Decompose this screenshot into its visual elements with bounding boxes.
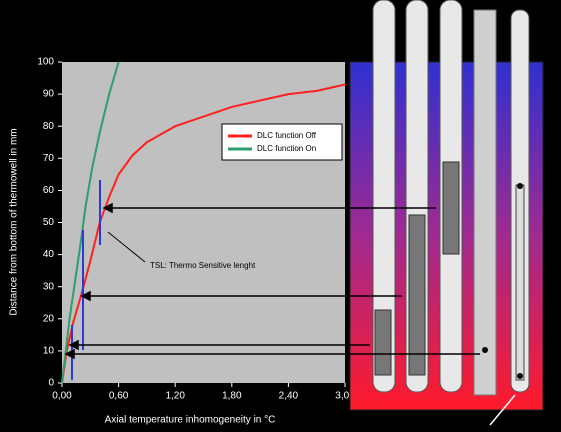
powder-probe (474, 10, 496, 395)
x-tick-label: 1,80 (222, 391, 242, 402)
legend: DLC function Off DLC function On (222, 124, 342, 160)
x-tick-label: 1,20 (165, 391, 185, 402)
x-tick-label: 0,60 (109, 391, 129, 402)
wire (516, 185, 524, 380)
chart: 0 10 20 30 40 50 60 70 80 90 100 0,00 0,60 1,20 1,80 2,… (0, 0, 561, 432)
y-tick-label: 60 (43, 185, 55, 196)
page: 0 10 20 30 40 50 60 70 80 90 100 0,00 0,60 1,20 1,80 2,… (0, 0, 561, 432)
x-axis-label: Axial temperature inhomogeneity in °C (105, 415, 276, 426)
annotation: TSL: Thermo Sensitive lenght (150, 261, 256, 270)
x-tick-label: 0,00 (52, 391, 72, 402)
y-tick-label: 50 (43, 217, 55, 228)
junction (517, 373, 523, 379)
y-tick-label: 80 (43, 121, 55, 132)
y-tick-label: 100 (37, 57, 54, 68)
legend-label: DLC function On (257, 144, 316, 153)
legend-box (222, 124, 342, 160)
y-tick-label: 70 (43, 153, 55, 164)
y-tick-label: 10 (43, 346, 55, 357)
diagram (350, 0, 543, 425)
junction (482, 347, 488, 353)
y-tick-label: 90 (43, 89, 55, 100)
sensor (443, 162, 459, 254)
y-axis-label: Distance from bottom of thermowell in mm (9, 128, 20, 315)
y-tick-label: 0 (48, 378, 54, 389)
sensor (375, 310, 391, 375)
junction (517, 183, 523, 189)
y-tick-label: 40 (43, 249, 55, 260)
y-tick-label: 20 (43, 313, 55, 324)
y-tick-label: 30 (43, 281, 55, 292)
sensor (409, 215, 425, 375)
legend-label: DLC function Off (257, 131, 317, 140)
x-tick-label: 2,40 (279, 391, 299, 402)
